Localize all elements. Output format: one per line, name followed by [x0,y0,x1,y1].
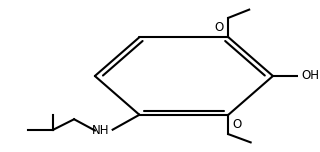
Text: NH: NH [92,124,110,137]
Text: O: O [233,118,242,131]
Text: O: O [215,21,224,34]
Text: OH: OH [301,69,319,83]
